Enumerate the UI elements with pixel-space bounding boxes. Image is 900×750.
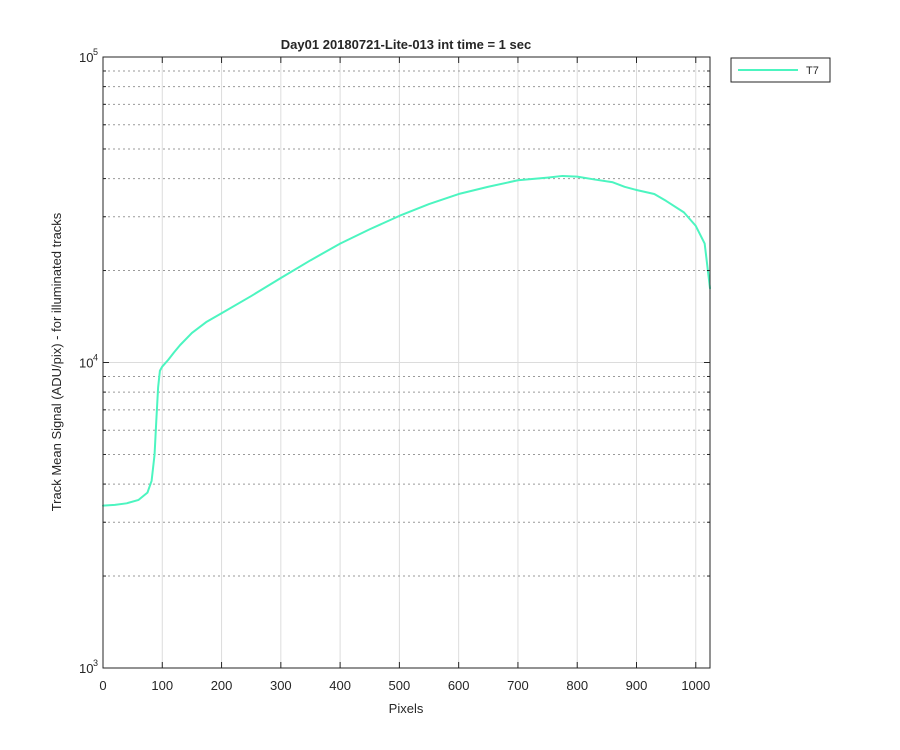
x-tick-label: 0 (99, 678, 106, 693)
y-axis-label: Track Mean Signal (ADU/pix) - for illumi… (49, 212, 64, 511)
x-tick-label: 600 (448, 678, 470, 693)
y-tick-label: 10 4 (79, 353, 98, 371)
legend-label-t7: T7 (806, 65, 819, 77)
x-tick-labels: 0 100 200 300 400 500 600 700 800 900 1000 (99, 678, 710, 693)
y-tick-label-exponent: 5 (93, 47, 98, 57)
y-tick-label: 10 5 (79, 47, 98, 65)
x-tick-label: 800 (566, 678, 588, 693)
y-tick-label-base: 10 (79, 356, 93, 371)
series-line-t7 (102, 174, 711, 507)
x-tick-label: 300 (270, 678, 292, 693)
x-tick-label: 400 (329, 678, 351, 693)
x-tick-label: 700 (507, 678, 529, 693)
x-tick-label: 1000 (681, 678, 710, 693)
x-tick-label: 100 (151, 678, 173, 693)
y-tick-label-base: 10 (79, 661, 93, 676)
y-tick-label: 10 3 (79, 658, 98, 676)
x-tick-label: 900 (626, 678, 648, 693)
series-layer (102, 174, 711, 507)
y-tick-label-exponent: 4 (93, 353, 98, 363)
y-tick-label-base: 10 (79, 50, 93, 65)
x-axis-label: Pixels (389, 701, 424, 716)
x-tick-label: 200 (211, 678, 233, 693)
axis-ticks (102, 56, 710, 669)
y-tick-label-exponent: 3 (93, 658, 98, 668)
legend: T7 (730, 57, 831, 83)
x-tick-label: 500 (389, 678, 411, 693)
grid-lines (103, 57, 710, 668)
chart-title: Day01 20180721-Lite-013 int time = 1 sec (281, 37, 531, 52)
